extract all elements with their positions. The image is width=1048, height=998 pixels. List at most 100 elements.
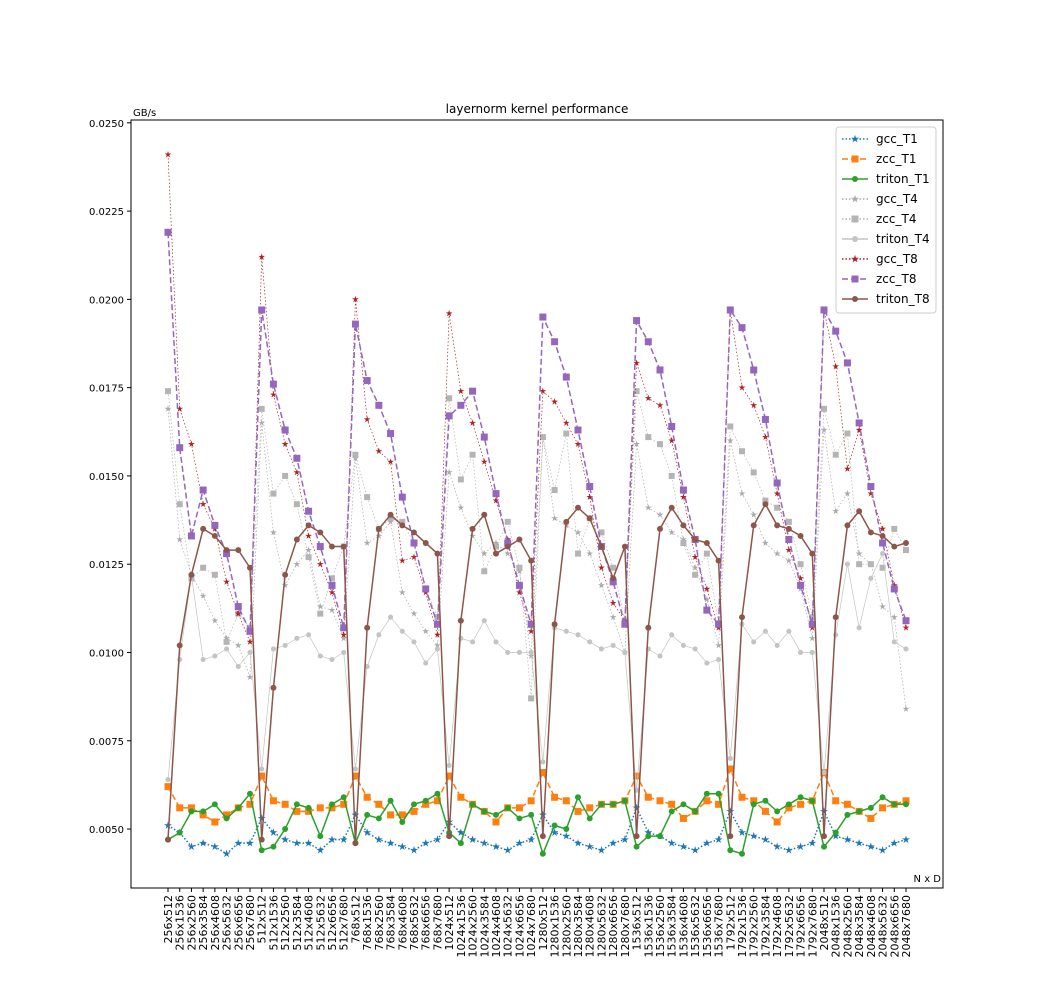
point <box>211 801 218 808</box>
point <box>340 543 347 550</box>
point <box>633 843 640 850</box>
point <box>610 575 617 582</box>
point <box>821 405 827 412</box>
point <box>234 603 242 611</box>
point <box>270 684 277 691</box>
y-tick-label: 0.0250 <box>89 119 124 130</box>
point <box>410 553 418 561</box>
point <box>714 835 723 844</box>
point <box>469 801 476 808</box>
point <box>891 543 898 550</box>
point <box>293 454 301 462</box>
point <box>316 560 324 568</box>
point <box>831 831 840 840</box>
point <box>738 324 746 332</box>
point <box>504 535 512 543</box>
point <box>855 426 863 433</box>
point <box>211 818 219 826</box>
point <box>668 808 675 815</box>
point <box>691 553 699 561</box>
x-tick-label: 1280x1536 <box>549 895 562 958</box>
point <box>902 797 910 805</box>
legend-marker <box>851 254 859 263</box>
point <box>387 518 394 525</box>
point <box>762 797 769 804</box>
point <box>398 842 407 851</box>
point <box>351 810 360 819</box>
point <box>738 793 746 801</box>
point <box>515 838 524 847</box>
point <box>351 320 359 328</box>
point <box>750 401 758 409</box>
point <box>456 828 465 836</box>
point <box>269 380 277 388</box>
point <box>680 493 687 501</box>
point <box>750 801 757 808</box>
point <box>305 507 313 515</box>
point <box>258 306 266 314</box>
x-tick-label: 512x4608 <box>303 895 316 951</box>
point <box>339 835 348 844</box>
point <box>445 468 453 476</box>
point <box>164 405 172 412</box>
point <box>656 511 664 518</box>
point <box>762 628 768 634</box>
point <box>305 807 313 815</box>
point <box>246 638 254 645</box>
point <box>363 377 371 385</box>
point <box>199 811 207 819</box>
point <box>762 497 769 504</box>
point <box>457 476 464 483</box>
point <box>504 539 512 547</box>
point <box>211 532 218 539</box>
point <box>586 550 594 557</box>
point <box>797 581 805 589</box>
point <box>563 518 570 525</box>
x-tick-label: 512x2560 <box>279 895 292 951</box>
point <box>376 632 382 638</box>
point <box>751 639 757 645</box>
point <box>457 617 464 624</box>
point <box>586 515 593 522</box>
point <box>305 554 312 561</box>
x-tick-label: 1536x512 <box>631 895 644 951</box>
point <box>821 833 827 840</box>
point <box>821 843 827 850</box>
point <box>820 306 828 314</box>
point <box>656 401 664 409</box>
point <box>679 486 687 494</box>
point <box>364 494 371 501</box>
point <box>410 610 418 617</box>
point <box>669 632 675 638</box>
point <box>598 646 604 652</box>
point <box>679 842 688 851</box>
point <box>270 528 277 536</box>
x-tick-label: 256x4608 <box>209 895 222 951</box>
point <box>563 628 569 634</box>
point <box>621 543 628 550</box>
point <box>903 646 909 652</box>
point <box>692 808 699 815</box>
x-tick-label: 1792x5632 <box>783 895 796 958</box>
point <box>844 465 851 472</box>
legend-marker <box>851 134 859 143</box>
point <box>644 828 653 836</box>
legend-marker <box>852 236 858 242</box>
point <box>340 794 347 801</box>
x-tick-label: 1792x7680 <box>806 895 819 958</box>
point <box>633 359 640 366</box>
x-tick-label: 1792x2560 <box>748 895 761 958</box>
point <box>645 833 652 840</box>
x-tick-label: 256x512 <box>162 895 175 944</box>
y-tick-label: 0.0100 <box>89 648 124 659</box>
x-tick-label: 256x1536 <box>174 895 187 951</box>
point <box>363 415 371 423</box>
point <box>702 838 711 847</box>
point <box>878 846 887 854</box>
point <box>644 504 652 511</box>
point <box>480 458 488 465</box>
point <box>258 847 265 854</box>
point <box>633 317 641 325</box>
point <box>246 673 254 681</box>
